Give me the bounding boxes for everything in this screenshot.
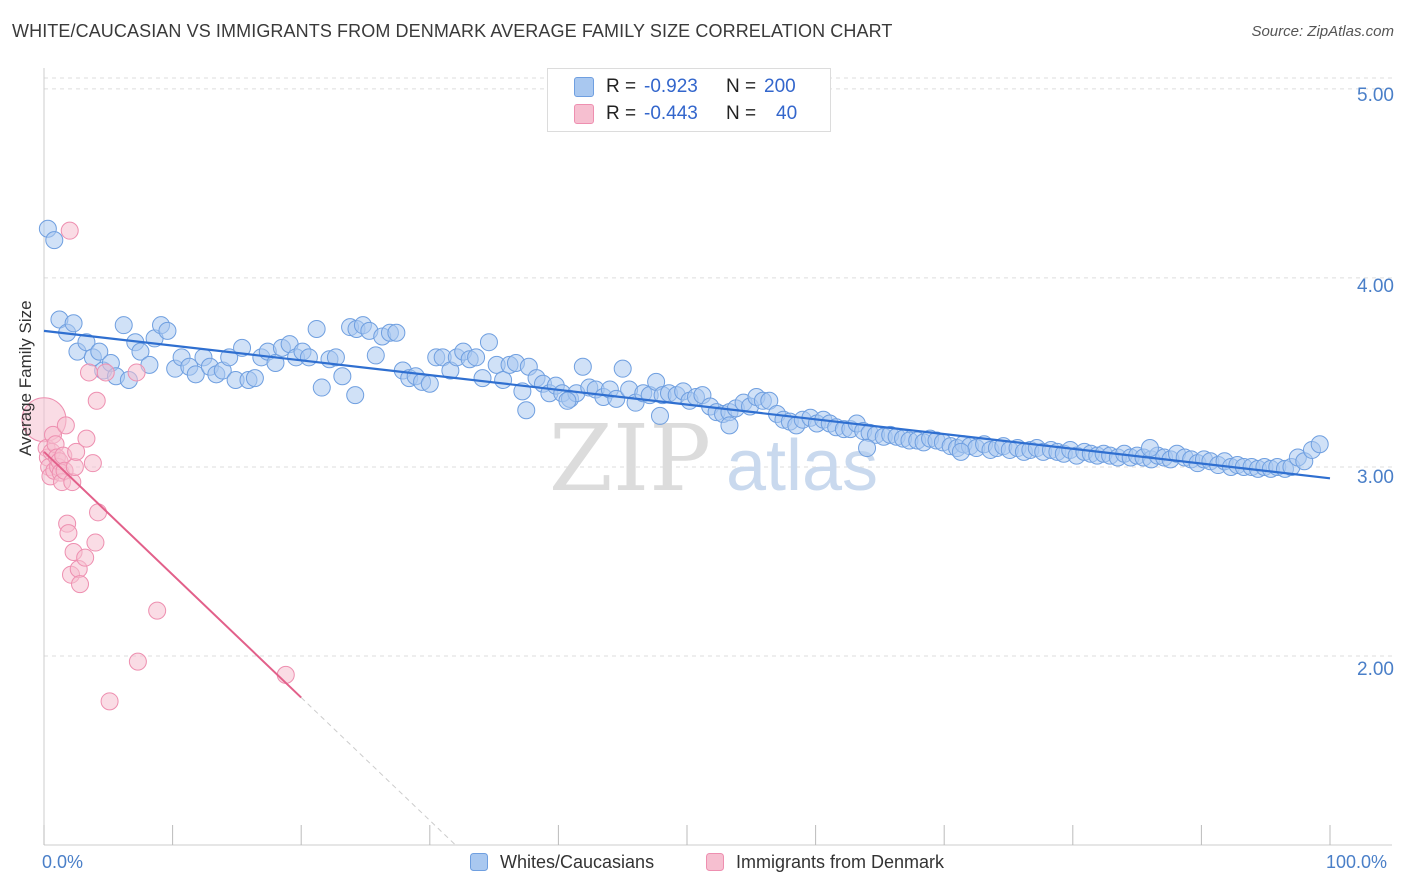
whites-data-point <box>760 391 779 410</box>
denmark-data-point <box>76 548 95 567</box>
whites-data-point <box>494 371 513 389</box>
legend-swatch-blue <box>574 77 594 97</box>
legend-n-value: 200 <box>764 76 796 97</box>
whites-trend-line <box>43 329 1331 480</box>
whites-data-point <box>650 406 669 425</box>
whites-data-point <box>312 378 331 397</box>
denmark-data-point <box>77 429 96 448</box>
legend-label-whites: Whites/Caucasians <box>500 852 655 872</box>
whites-data-point <box>420 374 439 393</box>
whites-data-point <box>326 348 345 367</box>
denmark-data-point <box>276 665 295 684</box>
y-tick-label: 3.00 <box>1357 467 1394 488</box>
whites-data-point <box>613 359 632 378</box>
whites-data-point <box>558 391 577 410</box>
whites-data-point <box>299 348 318 367</box>
legend-n-label: N = <box>726 103 757 124</box>
chart-title: WHITE/CAUCASIAN VS IMMIGRANTS FROM DENMA… <box>12 21 893 41</box>
whites-data-point <box>131 342 150 361</box>
whites-data-point <box>245 369 264 388</box>
whites-data-point <box>720 416 739 435</box>
whites-data-point <box>1140 439 1159 458</box>
denmark-data-point <box>67 442 86 461</box>
whites-data-point <box>473 369 492 388</box>
whites-data-point <box>366 346 385 365</box>
denmark-data-point <box>80 363 99 382</box>
legend-swatch-blue <box>470 853 488 871</box>
legend-swatch-pink <box>706 853 724 871</box>
watermark-zip: ZIP <box>549 405 711 512</box>
whites-data-point <box>45 231 64 250</box>
legend-r-value: -0.923 <box>644 76 698 97</box>
whites-data-point <box>307 319 326 338</box>
correlation-legend: R = -0.923 N = 200 R = -0.443 N = 40 <box>547 68 831 132</box>
denmark-trend-line <box>43 451 302 699</box>
whites-data-point <box>77 333 96 352</box>
whites-data-point <box>186 365 205 384</box>
legend-label-denmark: Immigrants from Denmark <box>736 852 945 872</box>
watermark-atlas: atlas <box>726 426 878 506</box>
whites-data-point <box>1310 435 1329 454</box>
whites-data-point <box>387 323 406 342</box>
denmark-data-point <box>83 454 102 473</box>
y-tick-label: 4.00 <box>1357 276 1394 297</box>
denmark-data-point <box>59 524 78 543</box>
whites-data-point <box>158 321 177 340</box>
denmark-trend-extension <box>300 697 456 846</box>
whites-data-point <box>858 439 877 458</box>
denmark-data-point <box>89 503 108 522</box>
whites-data-point <box>517 401 536 420</box>
legend-r-value: -0.443 <box>644 103 698 124</box>
denmark-data-point <box>128 652 147 671</box>
denmark-data-point <box>87 391 106 410</box>
denmark-data-point <box>60 221 79 240</box>
chart-source: Source: ZipAtlas.com <box>1251 23 1394 40</box>
denmark-data-point <box>56 416 75 435</box>
denmark-data-point <box>86 533 105 552</box>
y-tick-label: 2.00 <box>1357 659 1394 680</box>
whites-data-point <box>90 342 109 361</box>
trend-lines <box>43 329 1331 846</box>
denmark-data-point <box>96 363 115 382</box>
denmark-data-point <box>127 363 146 382</box>
gridlines <box>44 77 1392 657</box>
denmark-data-point <box>63 473 82 492</box>
legend-r-label: R = <box>606 76 637 97</box>
x-tick-label-min: 0.0% <box>42 852 84 872</box>
whites-data-point <box>573 357 592 376</box>
denmark-data-point <box>100 692 119 711</box>
series-denmark-points <box>21 221 295 711</box>
whites-data-point <box>951 442 970 461</box>
whites-data-point <box>64 314 83 333</box>
series-whites-points <box>38 219 1329 478</box>
legend-n-label: N = <box>726 76 757 97</box>
whites-data-point <box>333 367 352 386</box>
legend-r-label: R = <box>606 103 637 124</box>
legend-n-value: 40 <box>776 103 798 124</box>
y-tick-label: 5.00 <box>1357 85 1394 106</box>
whites-data-point <box>114 316 133 335</box>
denmark-data-point <box>65 457 84 476</box>
watermark: ZIP atlas <box>549 405 878 512</box>
y-axis-label: Average Family Size <box>16 300 35 456</box>
whites-data-point <box>607 389 626 408</box>
x-tick-label-max: 100.0% <box>1326 852 1388 872</box>
denmark-data-point <box>148 601 167 620</box>
legend-swatch-pink <box>574 104 594 124</box>
whites-data-point <box>346 386 365 405</box>
denmark-data-point <box>71 575 90 594</box>
whites-data-point <box>479 333 498 352</box>
whites-data-point <box>467 348 486 367</box>
